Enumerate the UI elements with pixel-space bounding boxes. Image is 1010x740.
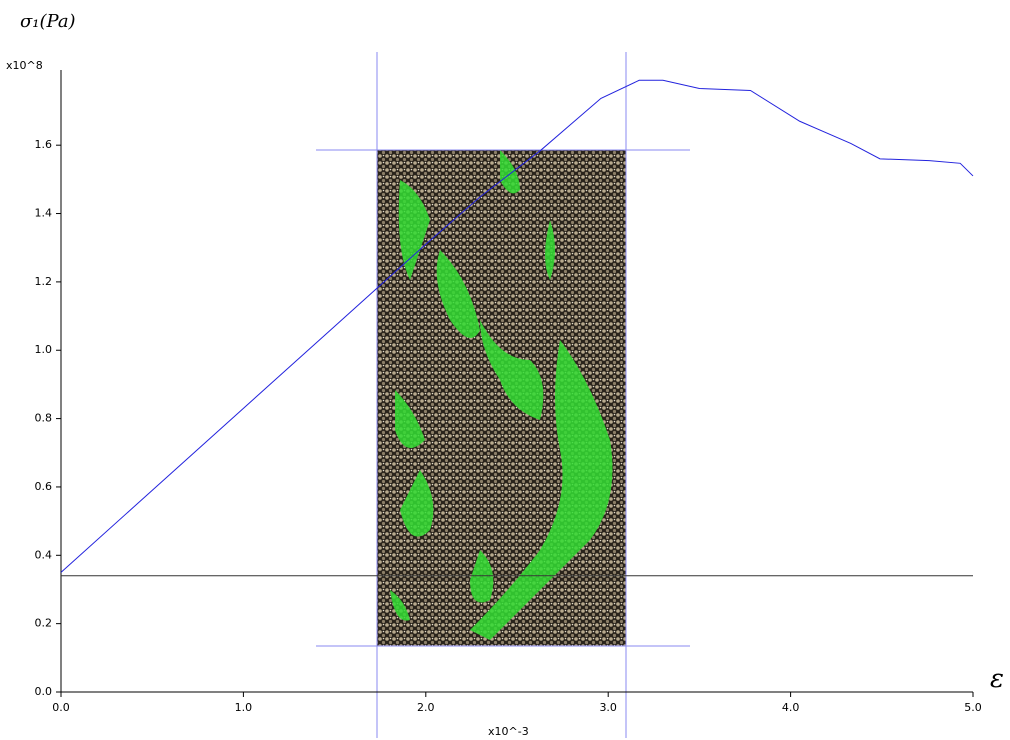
x-tick-label: 2.0	[417, 701, 435, 714]
y-tick-label: 0.2	[35, 617, 53, 630]
y-tick-label: 1.0	[35, 343, 53, 356]
y-tick-label: 0.6	[35, 480, 53, 493]
chart: σ₁(Pa) x10^8 x10^-3 ε 0.0 0.2 0.4 0.6 0.8 1.0…	[0, 0, 1010, 740]
y-multiplier: x10^8	[6, 59, 43, 72]
y-tick-label: 1.2	[35, 275, 53, 288]
y-tick-label: 1.6	[35, 138, 53, 151]
x-tick-label: 5.0	[964, 701, 982, 714]
x-axis-title: ε	[990, 664, 1004, 694]
y-axis-title: σ₁(Pa)	[20, 11, 76, 32]
x-multiplier: x10^-3	[488, 725, 529, 738]
x-tick-label: 1.0	[235, 701, 253, 714]
y-tick-label: 0.4	[35, 548, 53, 561]
x-tick-label: 3.0	[599, 701, 617, 714]
y-tick-label: 0.0	[35, 685, 53, 698]
x-tick-label: 4.0	[782, 701, 800, 714]
x-tick-label: 0.0	[52, 701, 70, 714]
specimen-image	[377, 150, 626, 646]
y-tick-label: 0.8	[35, 412, 53, 425]
y-tick-label: 1.4	[35, 207, 53, 220]
